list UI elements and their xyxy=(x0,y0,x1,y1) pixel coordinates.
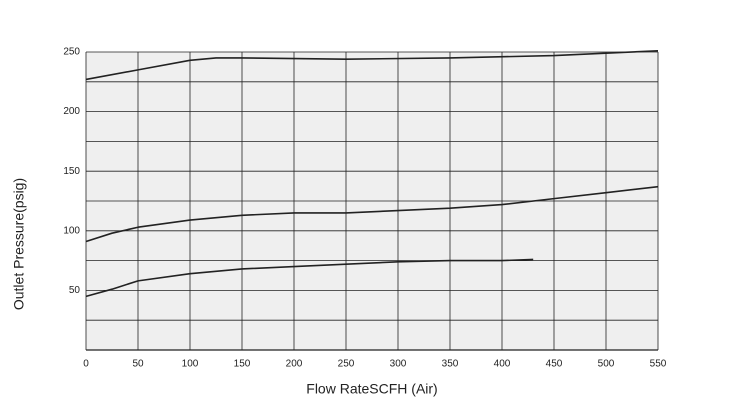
data-line xyxy=(85,258,534,298)
data-line xyxy=(85,50,659,81)
x-tick-label: 500 xyxy=(598,359,615,370)
x-tick-label: 450 xyxy=(546,359,563,370)
data-line xyxy=(85,185,659,243)
x-tick-label: 100 xyxy=(182,359,199,370)
x-tick-label: 150 xyxy=(234,359,251,370)
x-tick-label: 300 xyxy=(390,359,407,370)
x-tick-label: 400 xyxy=(494,359,511,370)
x-tick-label: 550 xyxy=(650,359,667,370)
x-tick-label: 200 xyxy=(286,359,303,370)
y-tick-label: 150 xyxy=(63,166,80,177)
x-axis-title: Flow RateSCFH (Air) xyxy=(306,381,437,397)
y-tick-label: 50 xyxy=(69,285,81,296)
y-axis-title: Outlet Pressure(psig) xyxy=(11,178,27,310)
x-tick-label: 350 xyxy=(442,359,459,370)
x-tick-label: 250 xyxy=(338,359,355,370)
x-tick-label: 0 xyxy=(83,359,89,370)
x-tick-label: 50 xyxy=(132,359,144,370)
y-tick-label: 250 xyxy=(63,47,80,58)
y-tick-label: 200 xyxy=(63,106,80,117)
y-tick-label: 100 xyxy=(63,225,80,236)
